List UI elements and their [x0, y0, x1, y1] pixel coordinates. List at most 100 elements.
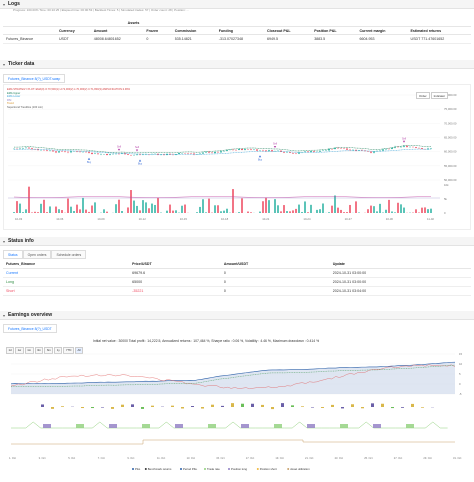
summary-col-header: Current margin — [356, 26, 408, 35]
period-pnl-bar — [131, 404, 134, 407]
candle-body — [28, 147, 30, 149]
earnings-date-tick: 1. Oct — [9, 456, 16, 460]
volume-bar — [310, 204, 312, 213]
volume-bar — [133, 200, 135, 213]
legend-ema-upper: EMA Upper — [7, 91, 21, 95]
logs-subtitle: Progress: 100.00% Time: 00:10:25 | Elaps… — [13, 8, 189, 12]
volume-tick-label: 10k — [444, 183, 449, 187]
period-pnl-bar — [391, 407, 394, 409]
earnings-legend-label: Position short — [260, 467, 277, 471]
status-cell: 2024-10-31 03:00:00 — [329, 277, 471, 287]
candle-body — [46, 150, 48, 151]
period-pnl-bar — [301, 406, 304, 407]
status-cell: 69679.6 — [129, 268, 221, 278]
position-block — [142, 424, 150, 428]
summary-cell: 3883.5 — [311, 34, 357, 44]
range-button[interactable]: 1w — [15, 347, 24, 354]
order-toggle-button[interactable]: Order — [416, 92, 430, 99]
candle-body — [319, 150, 321, 152]
period-pnl-bar — [371, 403, 374, 407]
position-block — [208, 424, 216, 428]
earnings-chart[interactable]: 15 10 5 0 -5 1. Oct 3. Oct 5. Oct 7. Oct 9. Oct 11… — [3, 344, 471, 477]
collapse-caret-icon[interactable]: ▾ — [3, 61, 6, 67]
collapse-caret-icon[interactable]: ▾ — [3, 1, 6, 7]
status-cell: 2024-10-31 03:04:00 — [329, 286, 471, 296]
date-tick-label: 10-24 — [303, 217, 311, 221]
tab-ticker-symbol[interactable]: Futures_Binance 8(?)_USDT.swap — [3, 74, 66, 82]
volume-bar — [19, 203, 21, 213]
range-button[interactable]: 3m — [34, 347, 44, 354]
volume-bar — [397, 202, 399, 213]
sell-arrow-icon — [135, 149, 139, 152]
period-pnl-bar — [81, 407, 84, 409]
volume-bar — [37, 212, 39, 213]
earnings-date-tick: 11. Oct — [157, 456, 165, 460]
volume-bar — [226, 208, 228, 213]
period-pnl-bar — [401, 407, 404, 408]
candle-body — [355, 149, 357, 151]
volume-bar — [403, 207, 405, 213]
legend-swatch — [204, 468, 206, 470]
volume-bar — [49, 206, 51, 213]
period-pnl-bar — [421, 407, 424, 408]
earnings-date-tick: 27. Oct — [394, 456, 403, 460]
range-button[interactable]: 1d — [6, 347, 15, 354]
candle-body — [256, 149, 258, 151]
range-button[interactable]: YTD — [63, 347, 74, 354]
volume-bar — [61, 210, 63, 213]
earnings-date-tick: 13. Oct — [187, 456, 196, 460]
summary-cell: USDT — [55, 34, 91, 44]
volume-bar — [196, 212, 198, 213]
earnings-legend-label: Period P&L — [183, 467, 198, 471]
summary-col-header: Amount — [90, 26, 144, 35]
volume-bar — [241, 198, 243, 213]
date-tick-label: 10-09 — [97, 217, 105, 221]
tab-earnings-symbol[interactable]: Futures_Binance 8(?)_USDT — [3, 324, 57, 332]
summary-cell: 6949.5 — [263, 34, 312, 44]
tab-schedule-orders[interactable]: Schedule orders — [51, 250, 87, 258]
earnings-date-tick: 19. Oct — [275, 456, 284, 460]
collapse-caret-icon[interactable]: ▾ — [3, 312, 6, 318]
range-button[interactable]: 1m — [24, 347, 34, 354]
volume-bar — [301, 211, 303, 213]
volume-bar — [343, 212, 345, 213]
volume-bar — [154, 204, 156, 213]
price-tick-label: 70,000.00 — [444, 121, 457, 125]
earnings-panel-header[interactable]: ▾ Earnings overview — [0, 311, 474, 320]
earnings-date-tick: 3. Oct — [39, 456, 46, 460]
price-tick-label: 75,000.00 — [444, 107, 457, 111]
earnings-date-tick: 9. Oct — [127, 456, 134, 460]
volume-bar — [400, 204, 402, 213]
period-pnl-bar — [361, 407, 364, 409]
candle-body — [121, 153, 123, 154]
range-button[interactable]: All — [74, 347, 84, 354]
tab-status[interactable]: Status — [3, 250, 23, 258]
collapse-caret-icon[interactable]: ▾ — [3, 238, 6, 244]
range-button[interactable]: 6m — [44, 347, 54, 354]
sell-arrow-icon — [273, 145, 277, 148]
range-button[interactable]: 1y — [54, 347, 63, 354]
status-panel-header[interactable]: ▾ Status info — [0, 237, 474, 246]
volume-bar — [130, 190, 132, 213]
tab-open-orders[interactable]: Open orders — [22, 250, 52, 258]
volume-bar — [58, 209, 60, 213]
ticker-chart[interactable]: 80,000.00 75,000.00 70,000.00 65,000.00 60,0… — [3, 84, 471, 230]
summary-col-header: Estimated returns — [407, 26, 471, 35]
volume-bar — [223, 210, 225, 213]
volume-bar — [265, 197, 267, 213]
summary-col-header: Funding — [215, 26, 264, 35]
period-pnl-bar — [261, 404, 264, 407]
pnl-area — [11, 362, 455, 394]
indicator-toggle-button[interactable]: Indicator — [430, 92, 449, 99]
volume-bar — [367, 209, 369, 213]
volume-bar — [340, 209, 342, 213]
volume-bar — [304, 201, 306, 213]
volume-bar — [289, 211, 291, 213]
earnings-y-tick: 0 — [459, 382, 461, 386]
candle-body — [307, 151, 309, 153]
legend-swatch — [132, 468, 134, 470]
logs-panel-header[interactable]: ▾ Logs — [0, 0, 474, 9]
buy-arrow-icon — [138, 159, 142, 162]
volume-bar — [85, 209, 87, 213]
ticker-panel-header[interactable]: ▾ Ticker data — [0, 60, 474, 69]
